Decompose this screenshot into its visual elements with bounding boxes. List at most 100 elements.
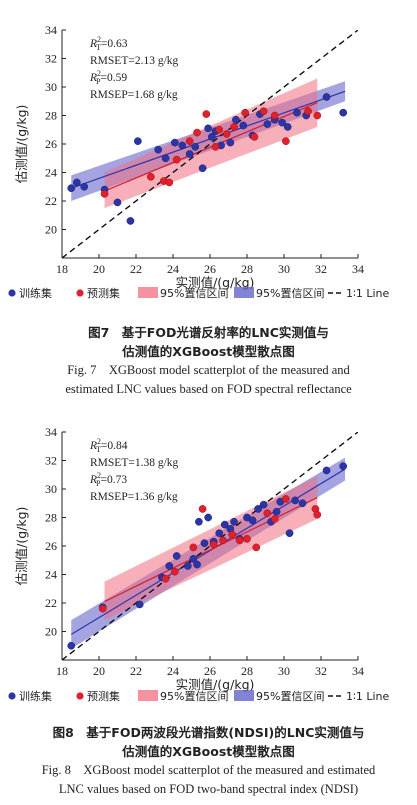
- legend-one-to-one-label: 1∶1 Line: [346, 287, 390, 300]
- x-tick-label: 32: [315, 664, 327, 678]
- data-point-test: [282, 137, 290, 145]
- data-point-train: [189, 554, 198, 563]
- x-tick-label: 28: [241, 664, 253, 678]
- x-tick-label: 30: [278, 262, 290, 276]
- legend-train-ci-label: 95%置信区间: [256, 690, 324, 703]
- y-tick-label: 20: [45, 625, 57, 639]
- y-tick-label: 32: [45, 52, 57, 66]
- data-point-train: [322, 93, 331, 101]
- data-point-train: [135, 600, 144, 609]
- data-point-train: [198, 164, 207, 173]
- x-axis-label: 实测值/(g/kg): [176, 275, 255, 290]
- fig8-caption-cn-line2: 估测值的XGBoost模型散点图: [122, 744, 295, 759]
- x-tick-label: 20: [93, 664, 105, 678]
- legend-test-marker: [76, 692, 84, 700]
- fig8-caption-en-line2: LNC values based on FOD two-band spectra…: [58, 782, 359, 796]
- data-point-train: [185, 150, 194, 158]
- data-point-train: [183, 562, 192, 570]
- data-point-train: [291, 496, 299, 505]
- data-point-test: [259, 107, 268, 116]
- data-point-test: [171, 567, 179, 576]
- fit-line-train: [71, 90, 346, 189]
- legend-train-ci-label: 95%置信区间: [256, 287, 324, 300]
- legend-test-ci-swatch: [138, 287, 158, 298]
- data-point-test: [222, 130, 231, 138]
- data-point-train: [126, 217, 135, 225]
- x-tick-label: 30: [278, 664, 290, 678]
- fig7-caption-en-line2: estimated LNC values based on FOD spectr…: [65, 382, 352, 396]
- legend-test-ci-label: 95%置信区间: [160, 287, 228, 300]
- x-tick-label: 18: [56, 262, 68, 276]
- y-tick-label: 34: [45, 425, 57, 439]
- fig8-caption-en: Fig. 8 XGBoost model scatterplot of the …: [41, 763, 376, 777]
- data-point-test: [243, 535, 251, 543]
- legend-train-label: 训练集: [19, 286, 52, 300]
- data-point-test: [211, 143, 220, 151]
- y-tick-label: 28: [45, 109, 57, 123]
- y-tick-label: 30: [45, 80, 57, 94]
- data-point-train: [220, 520, 229, 529]
- data-point-test: [250, 133, 259, 141]
- data-point-test: [219, 536, 227, 545]
- x-tick-label: 26: [204, 262, 216, 276]
- data-point-train: [208, 133, 216, 141]
- stats-line: R2 T=0.84: [89, 437, 128, 454]
- x-tick-label: 34: [352, 664, 364, 678]
- data-point-train: [178, 141, 187, 150]
- data-point-test: [100, 190, 109, 198]
- data-point-train: [232, 115, 240, 124]
- stats-line: R2 P=0.59: [89, 69, 127, 86]
- data-point-train: [283, 123, 292, 131]
- data-point-train: [272, 507, 281, 516]
- data-point-train: [113, 198, 122, 207]
- data-point-test: [313, 510, 322, 519]
- plot-area: [62, 432, 358, 660]
- data-point-test: [209, 540, 218, 549]
- y-tick-label: 32: [45, 454, 57, 468]
- fig7-caption-cn-line2: 估测值的XGBoost模型散点图: [122, 344, 295, 359]
- data-point-train: [248, 516, 257, 525]
- x-tick-label: 24: [167, 664, 179, 678]
- data-point-train: [339, 108, 348, 117]
- data-point-test: [304, 107, 312, 116]
- data-point-train: [193, 560, 201, 569]
- data-point-train: [72, 178, 81, 187]
- stats-line: RMSET=1.38 g/kg: [90, 457, 179, 469]
- data-point-train: [195, 517, 203, 526]
- data-point-test: [241, 108, 249, 117]
- y-tick-label: 24: [45, 568, 57, 582]
- data-point-train: [285, 529, 294, 538]
- x-tick-label: 22: [130, 262, 142, 276]
- data-point-test: [228, 530, 237, 539]
- data-point-train: [165, 562, 174, 570]
- legend-test-ci-swatch: [138, 690, 158, 701]
- data-point-test: [270, 111, 279, 120]
- legend: 训练集 预测集 95%置信区间 95%置信区间 1∶1 Line: [8, 689, 390, 703]
- stats-line: R2 P=0.73: [89, 471, 127, 488]
- legend-test-label: 预测集: [87, 286, 120, 300]
- stats-line: RMSEP=1.36 g/kg: [90, 491, 178, 503]
- x-tick-label: 26: [204, 664, 216, 678]
- legend-train-ci-swatch: [234, 287, 254, 298]
- data-point-train: [263, 120, 272, 128]
- y-tick-label: 20: [45, 223, 57, 237]
- data-point-train: [200, 539, 209, 548]
- one-to-one-line: [62, 432, 358, 660]
- data-point-test: [165, 178, 174, 187]
- y-tick-label: 26: [45, 539, 57, 553]
- stats-annotation: R2 T=0.84 RMSET=1.38 g/kg R2 P=0.73 RMSEP=1.3…: [89, 437, 179, 503]
- data-point-test: [270, 515, 279, 523]
- data-point-train: [134, 137, 142, 145]
- y-tick-label: 26: [45, 137, 57, 151]
- data-point-test: [198, 505, 207, 513]
- x-tick-label: 32: [315, 262, 327, 276]
- legend-train-label: 训练集: [19, 689, 52, 703]
- data-point-test: [282, 495, 290, 503]
- data-point-train: [67, 641, 76, 650]
- data-point-test: [252, 543, 261, 552]
- data-point-train: [215, 529, 224, 538]
- data-point-train: [322, 466, 331, 475]
- data-point-train: [298, 499, 307, 508]
- x-tick-label: 20: [93, 262, 105, 276]
- data-point-test: [313, 111, 322, 120]
